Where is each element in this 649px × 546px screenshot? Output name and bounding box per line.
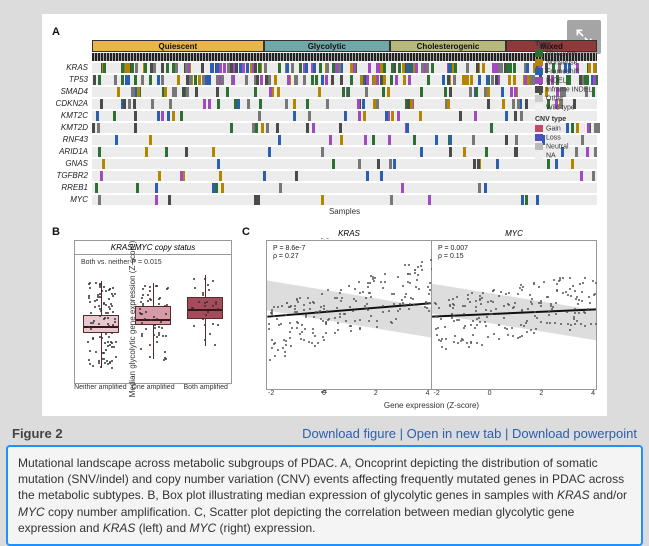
oncoprint-row: SMAD4	[52, 86, 597, 97]
caption-lead: Mutational landscape across metabolic su…	[18, 456, 338, 470]
gene-name: SMAD4	[52, 87, 92, 96]
panel-row-bc: B KRAS/MYC copy status Both vs. neither …	[52, 222, 597, 410]
panel-c-xticks: -2024-2024	[266, 390, 597, 397]
oncoprint-row: TP53	[52, 74, 597, 85]
gene-track	[92, 159, 597, 169]
oncoprint-row: KMT2C	[52, 110, 597, 121]
panel-c: C Median glycolytic gene expression (Z-s…	[242, 222, 597, 410]
panel-b-title: KRAS/MYC copy status	[74, 240, 232, 254]
oncoprint-row: GNAS	[52, 158, 597, 169]
caption-b-mid: and/or	[590, 488, 627, 502]
panel-c-xlabel: Gene expression (Z-score)	[266, 401, 597, 410]
figure-card: A QuiescentGlycolyticCholesterogenicMixe…	[42, 14, 607, 416]
figure-label-row: Figure 2 Download figure | Open in new t…	[12, 426, 637, 441]
gene-track	[92, 75, 597, 85]
gene-name: ARID1A	[52, 147, 92, 156]
samples-axis-label: Samples	[92, 207, 597, 216]
oncoprint-row: RREB1	[52, 182, 597, 193]
subtype-cell: Cholesterogenic	[390, 40, 506, 52]
panel-a: A QuiescentGlycolyticCholesterogenicMixe…	[52, 22, 597, 216]
gene-track	[92, 135, 597, 145]
figure-caption: Mutational landscape across metabolic su…	[6, 445, 643, 546]
caption-b-gene2: MYC	[18, 505, 45, 519]
gene-name: TP53	[52, 75, 92, 84]
oncoprint-row: TGFBR2	[52, 170, 597, 181]
gene-name: RREB1	[52, 183, 92, 192]
gene-track	[92, 171, 597, 181]
gene-track	[92, 183, 597, 193]
oncoprint-rows: KRAS TP53 SMAD4 CDKN2A KMT2C KMT2D RNF43 ARID1A…	[52, 62, 597, 205]
subtype-cell: Glycolytic	[264, 40, 390, 52]
panel-b: B KRAS/MYC copy status Both vs. neither …	[52, 222, 232, 410]
boxplot-pvalue: Both vs. neither P = 0.015	[81, 259, 162, 266]
caption-c-gene2: MYC	[189, 521, 216, 535]
oncoprint-row: CDKN2A	[52, 98, 597, 109]
gene-track	[92, 123, 597, 133]
caption-b-pre: B, Box plot illustrating median expressi…	[147, 488, 557, 502]
oncoprint-row: MYC	[52, 194, 597, 205]
scatter-area: Median glycolytic gene expression (Z-sco…	[266, 240, 597, 390]
figure-number: Figure 2	[12, 426, 63, 441]
gene-track	[92, 87, 597, 97]
gene-name: TGFBR2	[52, 171, 92, 180]
panel-a-label: A	[52, 26, 60, 38]
gene-track	[92, 63, 597, 73]
boxplot-area: Both vs. neither P = 0.015 Median glycol…	[74, 254, 232, 384]
panel-b-ylabel: Median glycolytic gene expression (Z-sco…	[128, 241, 137, 398]
caption-c-post: (right) expression.	[216, 521, 315, 535]
gene-name: RNF43	[52, 135, 92, 144]
gene-name: KMT2D	[52, 123, 92, 132]
gene-track	[92, 99, 597, 109]
download-figure-link[interactable]: Download figure	[302, 426, 396, 441]
caption-b-post: copy number amplification.	[45, 505, 191, 519]
gene-name: KMT2C	[52, 111, 92, 120]
gene-track	[92, 195, 597, 205]
caption-b-gene1: KRAS	[557, 488, 590, 502]
open-new-tab-link[interactable]: Open in new tab	[407, 426, 502, 441]
scatter-facet: MYCP = 0.007ρ = 0.15	[432, 240, 597, 390]
gene-name: KRAS	[52, 63, 92, 72]
gene-track	[92, 111, 597, 121]
oncoprint-row: RNF43	[52, 134, 597, 145]
boxplot-frame: Both vs. neither P = 0.015	[74, 254, 232, 384]
gene-name: GNAS	[52, 159, 92, 168]
gene-name: MYC	[52, 195, 92, 204]
download-ppt-link[interactable]: Download powerpoint	[512, 426, 637, 441]
subtype-cell: Quiescent	[92, 40, 264, 52]
oncoprint-row: ARID1A	[52, 146, 597, 157]
figure-links: Download figure | Open in new tab | Down…	[302, 426, 637, 441]
caption-c-gene1: KRAS	[103, 521, 136, 535]
caption-c-mid: (left) and	[135, 521, 189, 535]
subtype-header: QuiescentGlycolyticCholesterogenicMixed	[92, 40, 597, 52]
scatter-facet: KRASP = 8.6e-7ρ = 0.27	[266, 240, 432, 390]
panel-a-legend: TypeMissenseNonsenseFrameshiftINDELInfra…	[535, 38, 599, 162]
gene-track	[92, 147, 597, 157]
panel-c-label: C	[242, 226, 250, 238]
samples-strip	[92, 53, 597, 61]
panel-b-label: B	[52, 226, 60, 238]
panel-b-xticks: Neither amplifiedOne amplifiedBoth ampli…	[74, 384, 232, 391]
oncoprint-row: KRAS	[52, 62, 597, 73]
gene-name: CDKN2A	[52, 99, 92, 108]
oncoprint-row: KMT2D	[52, 122, 597, 133]
